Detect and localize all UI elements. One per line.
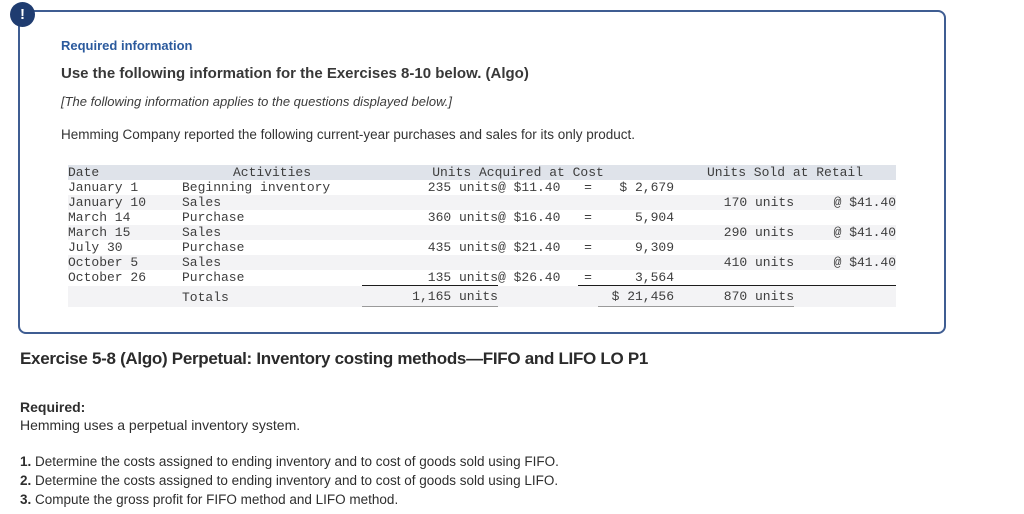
cell-unit-retail: @ $41.40 <box>833 195 897 210</box>
cell-unit-cost: @ $16.40 <box>498 210 561 225</box>
cell-date: January 10 <box>68 195 147 210</box>
item-text: Determine the costs assigned to ending i… <box>35 454 559 469</box>
table-row: July 30 Purchase 435 units @ $21.40 = 9,… <box>68 240 896 255</box>
cell-units-sold <box>674 270 795 286</box>
requirement-item-2: 2. Determine the costs assigned to endin… <box>20 471 559 490</box>
item-number: 2. <box>20 473 32 488</box>
totals-cost: $ 21,456 <box>598 285 675 307</box>
cell-cost-total <box>598 255 674 270</box>
cell-unit-retail <box>794 270 897 286</box>
cell-unit-cost: @ $21.40 <box>498 240 561 255</box>
cell-cost-total <box>598 225 674 240</box>
cell-unit-retail <box>794 180 896 195</box>
col-header-units-acquired: Units Acquired at Cost <box>432 165 604 180</box>
required-information-label: Required information <box>61 38 193 53</box>
cell-cost-total <box>598 195 674 210</box>
cell-units-sold <box>674 240 794 255</box>
cell-units-sold <box>674 210 794 225</box>
cell-cost-total: 5,904 <box>635 210 675 225</box>
item-number: 1. <box>20 454 32 469</box>
requirement-list: 1. Determine the costs assigned to endin… <box>20 452 559 509</box>
requirement-item-3: 3. Compute the gross profit for FIFO met… <box>20 490 559 509</box>
cell-unit-retail <box>794 286 896 307</box>
totals-units-sold: 870 units <box>674 285 795 307</box>
cell-unit-retail: @ $41.40 <box>833 225 897 240</box>
cell-unit-cost <box>498 286 578 307</box>
panel-title: Use the following information for the Ex… <box>61 65 529 82</box>
cell-equals: = <box>578 270 598 286</box>
item-text: Determine the costs assigned to ending i… <box>35 473 559 488</box>
requirement-item-1: 1. Determine the costs assigned to endin… <box>20 452 559 471</box>
cell-equals <box>578 286 598 307</box>
cell-units-sold: 410 units <box>723 255 795 270</box>
cell-activity: Purchase <box>182 210 245 225</box>
cell-date: July 30 <box>68 240 123 255</box>
exclamation-glyph: ! <box>20 6 25 23</box>
cell-date: October 5 <box>68 255 139 270</box>
table-row: March 14 Purchase 360 units @ $16.40 = 5… <box>68 210 896 225</box>
table-row: January 1 Beginning inventory 235 units … <box>68 180 896 195</box>
cell-unit-cost: @ $26.40 <box>498 270 561 286</box>
cell-equals <box>578 195 598 210</box>
col-header-date: Date <box>68 165 100 180</box>
col-header-activities: Activities <box>232 165 311 180</box>
cell-units-acquired <box>362 195 498 210</box>
cell-units-acquired <box>362 225 498 240</box>
exercise-title: Exercise 5-8 (Algo) Perpetual: Inventory… <box>20 349 649 368</box>
totals-units-acquired: 1,165 units <box>362 285 498 307</box>
table-row: October 5 Sales 410 units @ $41.40 <box>68 255 897 270</box>
cell-unit-retail: @ $41.40 <box>833 255 897 270</box>
table-totals-row: Totals 1,165 units $ 21,456 870 units <box>68 285 897 307</box>
required-label: Required: <box>20 399 86 415</box>
cell-equals <box>578 225 598 240</box>
table-row: October 26 Purchase 135 units @ $26.40 =… <box>68 270 897 286</box>
totals-label: Totals <box>182 289 229 305</box>
cell-cost-total: 9,309 <box>635 240 675 255</box>
cell-date: March 14 <box>68 210 131 225</box>
cell-unit-retail <box>794 240 896 255</box>
table-row: January 10 Sales 170 units @ $41.40 <box>68 195 897 210</box>
panel-intro: Hemming Company reported the following c… <box>61 127 636 142</box>
cell-unit-cost <box>498 225 578 240</box>
cell-units-acquired <box>362 255 498 270</box>
cell-activity: Purchase <box>182 270 245 286</box>
cell-cost-total: 3,564 <box>598 270 675 286</box>
table-row: March 15 Sales 290 units @ $41.40 <box>68 225 897 240</box>
cell-date: March 15 <box>68 225 131 240</box>
cell-unit-cost <box>498 195 578 210</box>
cell-units-acquired: 435 units <box>427 240 498 255</box>
col-header-units-sold: Units Sold at Retail <box>707 165 864 180</box>
table-header-row: Date Activities Units Acquired at Cost U… <box>68 165 897 180</box>
cell-equals: = <box>584 210 592 225</box>
item-text: Compute the gross profit for FIFO method… <box>35 492 399 507</box>
inventory-activity-table: Date Activities Units Acquired at Cost U… <box>68 165 897 307</box>
cell-equals: = <box>584 180 592 195</box>
cell-units-acquired: 235 units <box>427 180 498 195</box>
panel-note: [The following information applies to th… <box>61 94 452 109</box>
cell-units-acquired: 135 units <box>362 270 498 286</box>
cell-activity: Sales <box>182 225 222 240</box>
cell-activity: Sales <box>182 255 222 270</box>
item-number: 3. <box>20 492 32 507</box>
cell-unit-cost <box>498 255 578 270</box>
cell-activity: Sales <box>182 195 222 210</box>
cell-units-sold: 290 units <box>723 225 795 240</box>
cell-activity: Beginning inventory <box>182 180 331 195</box>
cell-equals <box>578 255 598 270</box>
required-text: Hemming uses a perpetual inventory syste… <box>20 417 301 433</box>
cell-unit-cost: @ $11.40 <box>498 180 561 195</box>
cell-units-acquired: 360 units <box>427 210 498 225</box>
cell-date: October 26 <box>68 270 147 286</box>
cell-date <box>68 286 182 307</box>
cell-cost-total: $ 2,679 <box>619 180 675 195</box>
cell-units-sold: 170 units <box>723 195 795 210</box>
cell-units-sold <box>674 180 794 195</box>
cell-activity: Purchase <box>182 240 245 255</box>
alert-exclamation-icon: ! <box>10 2 35 27</box>
required-info-panel: Required information Use the following i… <box>18 10 946 334</box>
cell-unit-retail <box>794 210 896 225</box>
cell-equals: = <box>584 240 592 255</box>
cell-date: January 1 <box>68 180 139 195</box>
